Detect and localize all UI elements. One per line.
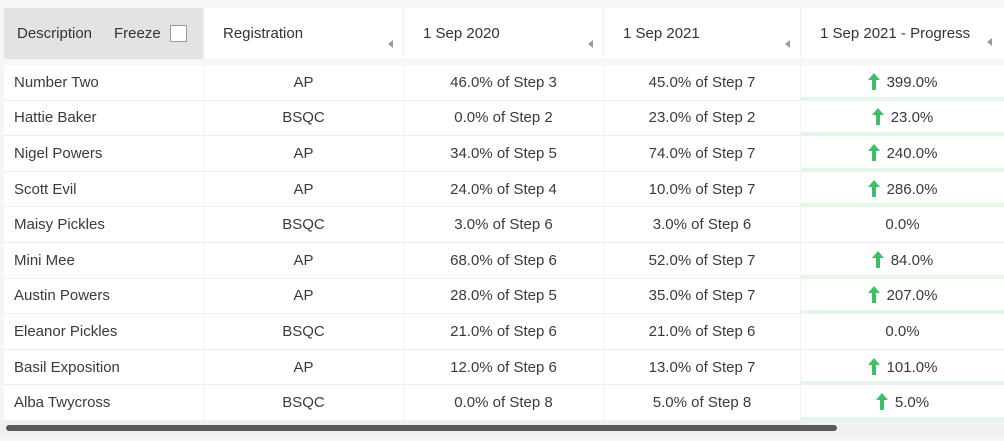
cell-sep-2020: 28.0% of Step 5 — [403, 278, 603, 314]
cell-registration: AP — [203, 349, 403, 385]
cell-registration: AP — [203, 65, 403, 100]
arrow-up-icon — [867, 357, 880, 375]
horizontal-scrollbar[interactable] — [6, 425, 837, 431]
cell-sep-2020: 12.0% of Step 6 — [403, 349, 603, 385]
cell-description: Hattie Baker — [14, 109, 97, 127]
progress-value: 84.0% — [890, 251, 934, 269]
table-row[interactable]: Alba Twycross BSQC 0.0% of Step 8 5.0% o… — [4, 385, 1004, 421]
cell-description: Maisy Pickles — [14, 216, 105, 234]
cell-sep-2021: 45.0% of Step 7 — [603, 65, 800, 100]
cell-sep-2020: 24.0% of Step 4 — [403, 171, 603, 207]
cell-sep-2020: 0.0% of Step 8 — [403, 385, 603, 420]
table-row[interactable]: Nigel Powers AP 34.0% of Step 5 74.0% of… — [4, 136, 1004, 172]
cell-registration: AP — [203, 278, 403, 314]
cell-progress: 23.0% — [800, 100, 1004, 136]
progress-value: 399.0% — [886, 73, 938, 91]
cell-registration: BSQC — [203, 207, 403, 242]
cell-progress: 5.0% — [800, 385, 1004, 420]
cell-sep-2021: 3.0% of Step 6 — [603, 207, 800, 242]
column-header-sep-2021[interactable]: 1 Sep 2021 — [603, 8, 800, 59]
table-row[interactable]: Hattie Baker BSQC 0.0% of Step 2 23.0% o… — [4, 100, 1004, 137]
progress-value: 207.0% — [886, 287, 938, 305]
cell-sep-2020: 21.0% of Step 6 — [403, 314, 603, 349]
grid-body: Number Two AP 46.0% of Step 3 45.0% of S… — [4, 65, 1004, 421]
sort-icon[interactable] — [588, 40, 593, 48]
cell-progress: 207.0% — [800, 278, 1004, 314]
sort-icon[interactable] — [388, 40, 393, 48]
cell-registration: BSQC — [203, 385, 403, 420]
cell-sep-2020: 68.0% of Step 6 — [403, 242, 603, 278]
cell-registration: AP — [203, 171, 403, 207]
cell-sep-2020: 46.0% of Step 3 — [403, 65, 603, 100]
cell-progress: 240.0% — [800, 136, 1004, 171]
cell-progress: 286.0% — [800, 171, 1004, 207]
cell-sep-2021: 35.0% of Step 7 — [603, 278, 800, 314]
cell-sep-2021: 5.0% of Step 8 — [603, 385, 800, 420]
cell-registration: BSQC — [203, 314, 403, 349]
arrow-up-icon — [875, 393, 888, 411]
cell-description: Mini Mee — [14, 251, 75, 269]
freeze-checkbox[interactable] — [169, 25, 187, 42]
cell-sep-2020: 0.0% of Step 2 — [403, 100, 603, 136]
progress-value: 0.0% — [885, 216, 920, 234]
table-row[interactable]: Scott Evil AP 24.0% of Step 4 10.0% of S… — [4, 171, 1004, 208]
freeze-control[interactable]: Freeze — [114, 8, 187, 59]
cell-sep-2020: 34.0% of Step 5 — [403, 136, 603, 171]
cell-registration: BSQC — [203, 100, 403, 136]
progress-value: 101.0% — [886, 358, 938, 376]
table-row[interactable]: Number Two AP 46.0% of Step 3 45.0% of S… — [4, 65, 1004, 101]
grid-header: Description Freeze Registration 1 Sep 20… — [4, 8, 1004, 59]
progress-value: 286.0% — [886, 180, 938, 198]
cell-registration: AP — [203, 242, 403, 278]
cell-sep-2021: 10.0% of Step 7 — [603, 171, 800, 207]
column-header-label: Registration — [223, 25, 304, 42]
table-row[interactable]: Basil Exposition AP 12.0% of Step 6 13.0… — [4, 349, 1004, 386]
progress-value: 23.0% — [890, 109, 934, 127]
table-row[interactable]: Mini Mee AP 68.0% of Step 6 52.0% of Ste… — [4, 242, 1004, 279]
cell-description: Basil Exposition — [14, 358, 120, 376]
cell-progress: 101.0% — [800, 349, 1004, 385]
arrow-up-icon — [867, 143, 880, 161]
cell-sep-2021: 52.0% of Step 7 — [603, 242, 800, 278]
column-header-label: 1 Sep 2021 — [623, 25, 700, 42]
column-header-sep-2020[interactable]: 1 Sep 2020 — [403, 8, 603, 59]
cell-description: Scott Evil — [14, 180, 77, 198]
arrow-up-icon — [871, 108, 884, 126]
column-header-progress[interactable]: 1 Sep 2021 - Progress — [800, 8, 1004, 59]
cell-description: Nigel Powers — [14, 144, 103, 162]
progress-value: 240.0% — [886, 144, 938, 162]
cell-registration: AP — [203, 136, 403, 171]
cell-sep-2021: 23.0% of Step 2 — [603, 100, 800, 136]
cell-description: Alba Twycross — [14, 394, 111, 412]
column-header-label: 1 Sep 2021 - Progress — [820, 25, 971, 42]
cell-progress: 84.0% — [800, 242, 1004, 278]
sort-icon[interactable] — [987, 38, 992, 46]
table-row[interactable]: Maisy Pickles BSQC 3.0% of Step 6 3.0% o… — [4, 207, 1004, 243]
progress-value: 5.0% — [894, 394, 930, 412]
column-header-label: Description — [17, 25, 93, 42]
cell-description: Number Two — [14, 73, 99, 91]
progress-value: 0.0% — [885, 322, 920, 340]
cell-sep-2021: 74.0% of Step 7 — [603, 136, 800, 171]
arrow-up-icon — [871, 250, 884, 268]
table-row[interactable]: Austin Powers AP 28.0% of Step 5 35.0% o… — [4, 278, 1004, 315]
cell-progress: 0.0% — [800, 207, 1004, 242]
cell-progress: 399.0% — [800, 65, 1004, 100]
column-header-description[interactable]: Description Freeze — [4, 8, 203, 59]
column-header-registration[interactable]: Registration — [203, 8, 403, 59]
freeze-label: Freeze — [114, 25, 161, 42]
cell-progress: 0.0% — [800, 314, 1004, 349]
arrow-up-icon — [867, 179, 880, 197]
sort-icon[interactable] — [785, 40, 790, 48]
cell-sep-2020: 3.0% of Step 6 — [403, 207, 603, 242]
cell-description: Austin Powers — [14, 287, 110, 305]
cell-sep-2021: 21.0% of Step 6 — [603, 314, 800, 349]
cell-description: Eleanor Pickles — [14, 322, 118, 340]
cell-sep-2021: 13.0% of Step 7 — [603, 349, 800, 385]
table-row[interactable]: Eleanor Pickles BSQC 21.0% of Step 6 21.… — [4, 314, 1004, 350]
column-header-label: 1 Sep 2020 — [423, 25, 500, 42]
arrow-up-icon — [867, 286, 880, 304]
arrow-up-icon — [867, 72, 880, 90]
